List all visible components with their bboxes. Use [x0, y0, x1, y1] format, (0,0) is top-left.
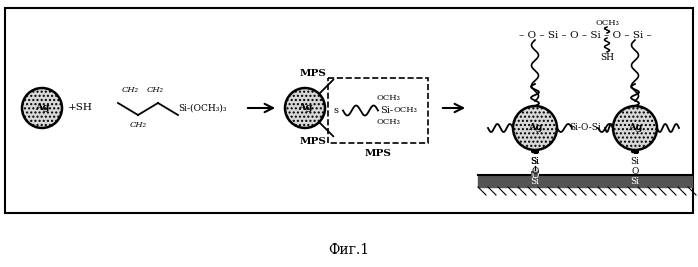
- Text: Si-(OCH₃)₃: Si-(OCH₃)₃: [178, 104, 226, 112]
- Text: Si-: Si-: [380, 106, 393, 115]
- Text: Si: Si: [630, 156, 639, 166]
- Text: s: s: [334, 106, 339, 115]
- Text: Si-O-Si: Si-O-Si: [569, 124, 601, 132]
- Circle shape: [513, 106, 557, 150]
- Circle shape: [285, 88, 325, 128]
- Text: O: O: [531, 171, 539, 179]
- Text: Ag: Ag: [628, 124, 642, 132]
- Text: MPS: MPS: [299, 69, 327, 78]
- Text: O: O: [531, 167, 539, 175]
- Text: OCH₃: OCH₃: [376, 119, 400, 127]
- Text: Si: Si: [530, 156, 540, 166]
- Text: MPS: MPS: [299, 138, 327, 147]
- Circle shape: [613, 106, 657, 150]
- Text: Si: Si: [530, 156, 540, 166]
- Text: Ag: Ag: [35, 104, 50, 112]
- Text: CH₂: CH₂: [130, 121, 147, 129]
- Circle shape: [22, 88, 62, 128]
- Text: SH: SH: [600, 53, 614, 61]
- Text: Фиг.1: Фиг.1: [329, 243, 369, 257]
- Text: Si: Si: [630, 176, 639, 186]
- Text: CH₂: CH₂: [121, 86, 138, 94]
- Text: OCH₃: OCH₃: [394, 107, 418, 115]
- Bar: [5, 8, 693, 213]
- Text: Ag: Ag: [528, 124, 542, 132]
- Text: Si: Si: [530, 176, 540, 186]
- Text: CH₂: CH₂: [147, 86, 163, 94]
- Text: O: O: [631, 167, 639, 175]
- Text: MPS: MPS: [364, 148, 392, 158]
- Text: – O – Si – O – Si – O – Si –: – O – Si – O – Si – O – Si –: [519, 30, 651, 40]
- Text: OCH₃: OCH₃: [376, 95, 400, 103]
- Bar: [328, 78, 428, 143]
- Text: OCH₃: OCH₃: [595, 19, 619, 27]
- Text: +SH: +SH: [68, 104, 93, 112]
- Text: Ag: Ag: [298, 104, 312, 112]
